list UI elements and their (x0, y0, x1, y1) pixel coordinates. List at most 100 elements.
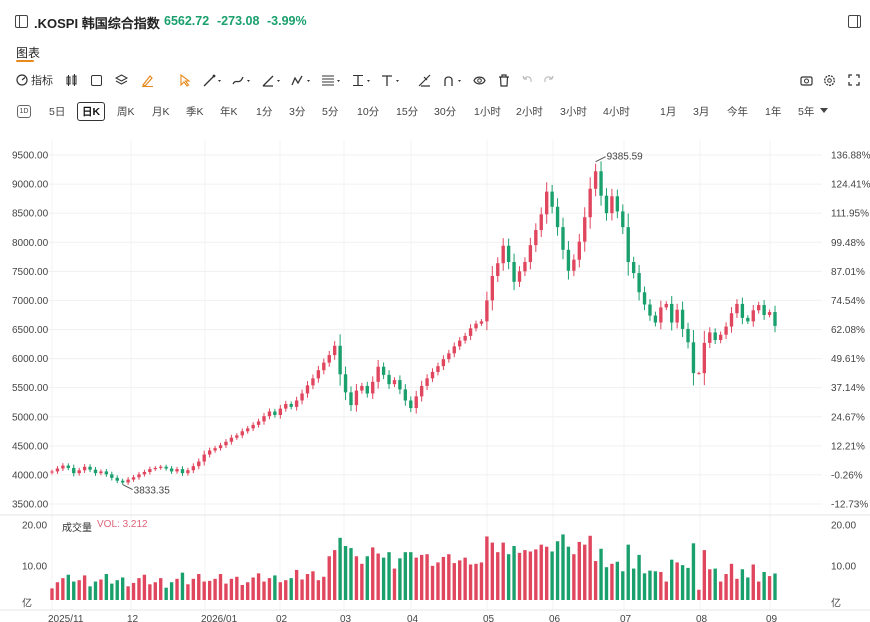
candle-body (621, 211, 625, 228)
y-right-tick-label: 74.54% (831, 296, 865, 307)
period-18[interactable]: 今年 (727, 106, 748, 118)
square-icon[interactable] (91, 72, 102, 88)
volume-bar (729, 563, 734, 600)
period-4[interactable]: 季K (186, 106, 204, 118)
candle-body (371, 381, 375, 394)
period-11[interactable]: 30分 (434, 106, 457, 118)
angle-icon[interactable] (262, 72, 282, 88)
period-9[interactable]: 10分 (357, 106, 380, 118)
change-pct: -3.99% (267, 14, 307, 28)
chevron-down-icon[interactable] (820, 108, 828, 114)
volume-bar (115, 580, 119, 600)
period-1d-icon[interactable]: 1D (17, 105, 31, 118)
candle-body (311, 378, 315, 386)
y-tick-label: 6500.00 (12, 325, 49, 336)
volume-bar (159, 578, 163, 600)
redo-icon[interactable] (543, 72, 555, 88)
cursor-icon[interactable] (179, 72, 191, 88)
fib-icon[interactable] (321, 72, 343, 88)
brush-icon[interactable] (141, 72, 154, 88)
period-15[interactable]: 4小时 (603, 106, 630, 118)
tab-chart[interactable]: 图表 (16, 46, 41, 60)
volume-bar (110, 583, 114, 600)
candle-body (757, 305, 761, 311)
volume-bar (550, 551, 554, 600)
period-10[interactable]: 15分 (396, 106, 419, 118)
volume-bar (447, 554, 451, 600)
undo-icon[interactable] (521, 72, 533, 88)
x-tick-label: 12 (127, 614, 139, 622)
volume-bar (767, 576, 772, 600)
volume-bar (419, 554, 424, 600)
candle-body (256, 421, 261, 425)
candle-body (561, 227, 565, 250)
layers-icon[interactable] (115, 72, 128, 88)
candle-body (599, 171, 603, 196)
candle-body (229, 437, 234, 442)
trash-icon[interactable] (498, 72, 510, 88)
period-3[interactable]: 月K (152, 106, 170, 118)
measure-icon[interactable] (352, 72, 374, 88)
period-1[interactable]: 日K (77, 102, 106, 121)
eye-icon[interactable] (473, 72, 486, 88)
period-19[interactable]: 1年 (765, 106, 782, 118)
pattern-icon[interactable] (291, 72, 313, 88)
trendline-icon[interactable] (203, 72, 223, 88)
text-tool-icon[interactable] (381, 72, 403, 88)
fullscreen-icon[interactable] (848, 72, 860, 88)
candle-body (626, 227, 630, 263)
candle-body (691, 342, 696, 374)
volume-bar (213, 578, 217, 600)
period-13[interactable]: 2小时 (516, 106, 543, 118)
period-12[interactable]: 1小时 (474, 106, 501, 118)
period-20[interactable]: 5年 (798, 106, 815, 118)
volume-bar (218, 574, 223, 600)
candle-body (430, 371, 435, 379)
period-2[interactable]: 周K (117, 106, 135, 118)
volume-bar (387, 552, 391, 600)
pen-icon[interactable] (232, 72, 252, 88)
period-7[interactable]: 3分 (289, 106, 306, 118)
volume-bar (751, 564, 755, 600)
candle-body (273, 411, 277, 416)
candle-body (583, 217, 587, 242)
sidebar-toggle-icon[interactable] (15, 15, 28, 28)
period-8[interactable]: 5分 (322, 106, 339, 118)
candle-body (77, 470, 81, 474)
panel-toggle-icon[interactable] (848, 15, 861, 28)
x-tick-label: 08 (696, 614, 708, 622)
volume-bar (294, 569, 299, 600)
volume-bar (659, 571, 663, 600)
volume-bar (680, 565, 685, 600)
volume-bar (664, 581, 668, 600)
ruler-icon[interactable] (418, 72, 431, 88)
indicators-button[interactable]: 指标 (16, 72, 53, 88)
candle-body (159, 466, 163, 468)
settings-gear-icon[interactable] (823, 72, 836, 88)
volume-bar (501, 542, 505, 600)
volume-bar (713, 568, 717, 600)
candle-body (343, 374, 348, 393)
volume-bar (235, 576, 239, 600)
indicators-label: 指标 (31, 75, 53, 87)
period-0[interactable]: 5日 (49, 106, 66, 118)
candle-body (593, 171, 598, 189)
period-16[interactable]: 1月 (660, 106, 677, 118)
candle-body (642, 292, 647, 305)
magnet-icon[interactable] (443, 72, 465, 88)
period-6[interactable]: 1分 (256, 106, 273, 118)
camera-icon[interactable] (800, 72, 813, 88)
volume-bar (637, 554, 641, 600)
candle-body (235, 435, 239, 438)
period-17[interactable]: 3月 (693, 106, 710, 118)
volume-bar (202, 581, 206, 600)
volume-bar (273, 575, 277, 600)
kline-chart[interactable]: 9500.00 136.88% 9000.00 124.41% 8500.00 111.9… (0, 140, 870, 622)
candle-body (294, 400, 299, 407)
y-tick-label: 5500.00 (12, 383, 49, 394)
candle-type-icon[interactable] (66, 72, 78, 88)
candle-body (501, 245, 505, 264)
candle-body (610, 196, 614, 214)
period-5[interactable]: 年K (220, 106, 238, 118)
period-14[interactable]: 3小时 (560, 106, 587, 118)
